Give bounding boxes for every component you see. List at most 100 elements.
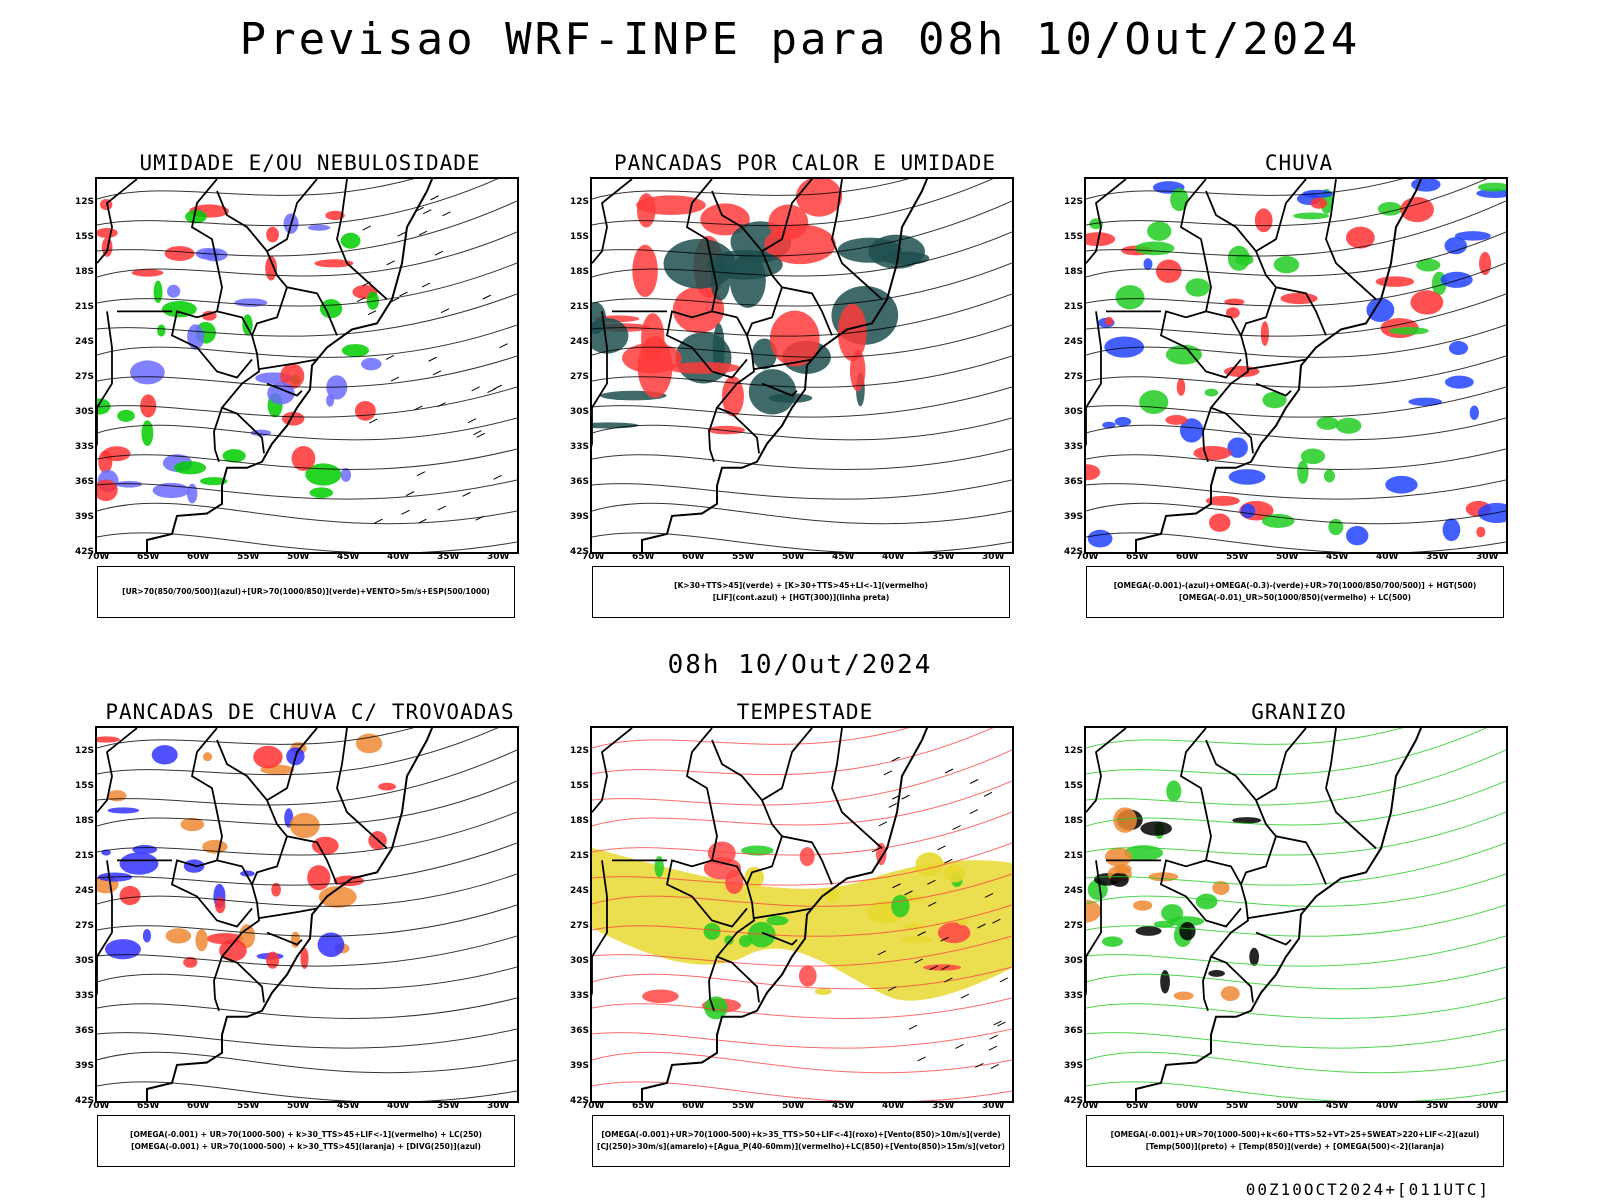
forecast-area (1260, 321, 1269, 346)
forecast-area (107, 790, 127, 802)
forecast-area (721, 376, 744, 417)
lat-tick: 12S (1064, 746, 1084, 756)
forecast-area (1345, 226, 1375, 249)
forecast-area (1249, 947, 1260, 966)
wind-vector (442, 211, 451, 217)
wind-vector (901, 794, 910, 800)
forecast-area (309, 487, 334, 498)
lat-tick: 33S (75, 991, 95, 1001)
forecast-area (271, 882, 282, 897)
border-line (266, 931, 303, 946)
forecast-area (824, 888, 840, 903)
legend-line: [LIF](cont.azul) + [HGT(300)](linha pret… (712, 593, 890, 602)
border-line (213, 407, 223, 463)
wind-vector (888, 803, 897, 808)
wind-vector (482, 294, 491, 300)
border-line (1255, 382, 1292, 397)
forecast-area (768, 204, 809, 240)
map-canvas (592, 728, 1012, 1101)
contour-line (592, 728, 910, 749)
forecast-area (202, 752, 213, 762)
forecast-area (281, 411, 305, 426)
forecast-area (703, 922, 721, 940)
contour-line (97, 179, 415, 200)
lat-tick: 42S (570, 1096, 590, 1106)
lat-tick: 42S (75, 547, 95, 557)
forecast-area (195, 929, 208, 952)
wind-vector (432, 370, 442, 376)
forecast-area (1170, 187, 1189, 212)
forecast-area (165, 928, 192, 944)
forecast-area (1086, 899, 1101, 923)
coastline (1135, 179, 1423, 552)
lon-tick: 55W (1226, 1101, 1249, 1111)
lon-tick: 60W (682, 1101, 705, 1111)
forecast-area (1273, 256, 1300, 274)
lat-tick: 39S (1064, 1061, 1084, 1071)
forecast-area (1240, 503, 1256, 519)
forecast-area (180, 817, 205, 832)
forecast-area (340, 468, 352, 482)
contour-line (97, 997, 517, 1019)
lon-tick: 40W (387, 1101, 410, 1111)
wind-vector (940, 936, 949, 942)
border-line (1179, 728, 1254, 1003)
coastline (641, 728, 929, 1101)
border-line (170, 859, 253, 928)
lon-tick: 50W (1276, 1101, 1299, 1111)
forecast-area (1448, 341, 1469, 356)
border-line (190, 728, 265, 1003)
jet-area (592, 848, 1012, 1001)
wind-vector (385, 355, 395, 360)
forecast-area (119, 885, 141, 906)
forecast-area (131, 268, 164, 277)
run-time-label: 00Z10OCT2024+[011UTC] (1245, 1180, 1490, 1199)
forecast-area (766, 915, 789, 926)
lat-tick: 27S (570, 921, 590, 931)
contour-line (592, 324, 1012, 358)
contour-line (97, 262, 517, 307)
forecast-area (1179, 922, 1196, 941)
wind-vector (418, 518, 427, 524)
forecast-area (1469, 405, 1480, 420)
border-line (216, 190, 268, 252)
map-canvas (97, 179, 517, 552)
forecast-area (1101, 936, 1123, 947)
lon-tick: 60W (187, 1101, 210, 1111)
contour-line (592, 1081, 1012, 1101)
contour-line (97, 532, 517, 552)
forecast-area (1104, 336, 1145, 358)
forecast-area (164, 246, 195, 261)
forecast-area (115, 480, 143, 488)
lat-tick: 27S (75, 372, 95, 382)
border-line (1325, 179, 1377, 300)
contour-line (1086, 448, 1506, 470)
forecast-area (1316, 416, 1339, 430)
wind-vector (362, 225, 371, 231)
forecast-area (1346, 526, 1369, 546)
wind-vector (434, 250, 444, 256)
contour-line (592, 417, 1012, 441)
lon-tick: 35W (1426, 552, 1449, 562)
border-line (592, 179, 633, 264)
forecast-area (280, 363, 305, 389)
forecast-area (1155, 259, 1182, 284)
forecast-area (1411, 179, 1441, 192)
lat-tick: 30S (570, 407, 590, 417)
forecast-area (240, 870, 255, 877)
contour-line (1086, 293, 1506, 337)
contour-line (592, 479, 1012, 500)
border-line (665, 859, 748, 928)
lat-tick: 27S (1064, 372, 1084, 382)
contour-line (1086, 997, 1506, 1019)
wind-vector (944, 977, 953, 983)
forecast-area (291, 446, 316, 471)
border-line (1254, 728, 1327, 885)
coastline (641, 179, 929, 552)
lat-tick: 21S (570, 851, 590, 861)
lon-tick: 40W (387, 552, 410, 562)
legend-trovoadas: [OMEGA(-0.001) + UR>70(1000-500) + k>30_… (97, 1115, 515, 1167)
lon-tick: 45W (337, 552, 360, 562)
border-line (665, 310, 748, 379)
lat-tick: 27S (75, 921, 95, 931)
